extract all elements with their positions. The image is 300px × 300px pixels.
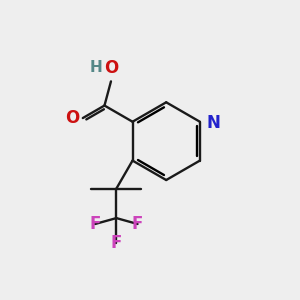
Text: O: O bbox=[66, 109, 80, 127]
Text: N: N bbox=[206, 114, 220, 132]
Text: F: F bbox=[111, 234, 122, 252]
Text: F: F bbox=[132, 215, 143, 233]
Text: F: F bbox=[89, 215, 101, 233]
Text: O: O bbox=[104, 59, 118, 77]
Text: H: H bbox=[90, 60, 103, 75]
